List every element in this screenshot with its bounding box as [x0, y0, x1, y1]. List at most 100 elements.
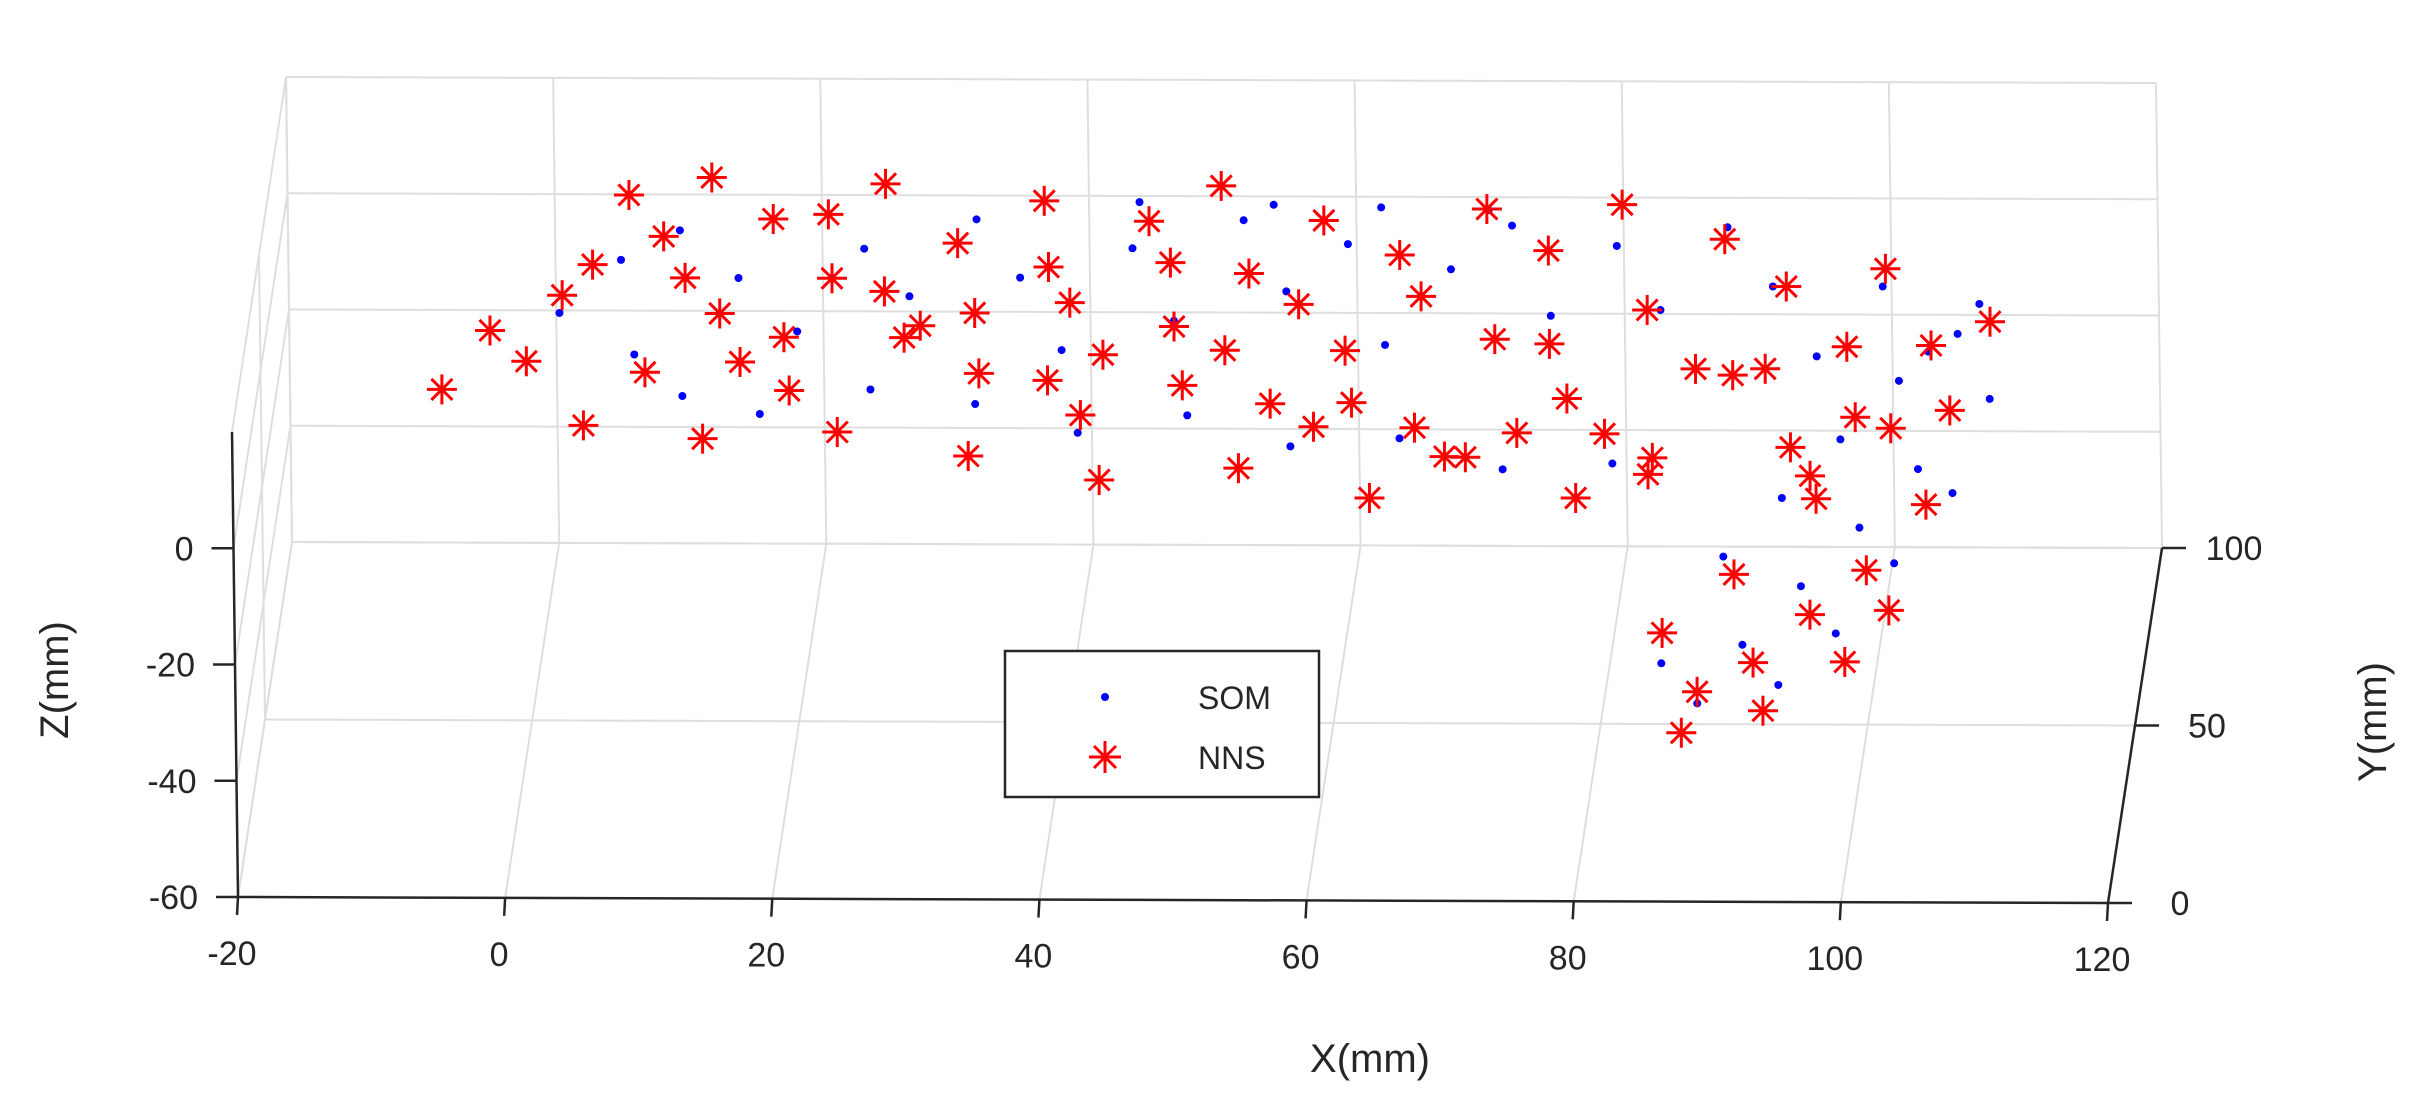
nns-point: [768, 322, 799, 353]
back-wall-grid-line-z: [288, 308, 2160, 317]
nns-point: [1206, 170, 1237, 201]
nns-point: [1647, 617, 1678, 648]
back-wall-grid-line-z: [291, 541, 2163, 549]
nns-point: [1910, 489, 1941, 520]
nns-point: [1747, 695, 1778, 726]
side-wall-grid-line-z: [235, 425, 292, 781]
nns-point: [613, 179, 644, 210]
nns-point: [758, 204, 789, 235]
som-point: [1894, 376, 1903, 385]
nns-point: [905, 310, 936, 341]
som-point: [1913, 465, 1922, 474]
nns-point: [889, 322, 920, 353]
som-point: [1608, 459, 1617, 468]
nns-point: [1534, 328, 1565, 359]
nns-point: [670, 262, 701, 293]
nns-point: [1033, 252, 1064, 283]
y-tick-label: 100: [2206, 530, 2263, 568]
nns-point: [474, 315, 505, 346]
som-point: [1128, 244, 1137, 253]
som-point: [1948, 489, 1957, 498]
nns-point: [577, 249, 608, 280]
som-point: [1878, 282, 1887, 291]
side-wall-grid-line-z: [237, 541, 293, 898]
som-point: [1057, 346, 1066, 355]
som-point: [1377, 203, 1386, 212]
nns-point: [1029, 185, 1060, 216]
nns-point: [817, 263, 847, 294]
nns-point: [1501, 417, 1532, 448]
som-point: [1812, 352, 1821, 361]
som-point: [1836, 435, 1845, 444]
nns-point: [1406, 281, 1437, 312]
z-tick-label: -60: [149, 879, 198, 917]
nns-point: [1233, 258, 1264, 289]
nns-point: [1308, 205, 1339, 236]
som-point: [1774, 680, 1783, 689]
nns-point: [426, 374, 457, 405]
nns-point: [629, 357, 660, 388]
back-wall-grid-line-z: [285, 76, 2157, 84]
nns-point: [1551, 383, 1582, 414]
side-wall-grid-line-z: [231, 76, 287, 433]
nns-point: [1717, 360, 1748, 391]
nns-point: [822, 417, 853, 448]
nns-point: [1680, 353, 1711, 384]
nns-point: [1283, 289, 1314, 320]
nns-point: [648, 221, 679, 252]
nns-point: [547, 280, 578, 311]
nns-point: [1429, 441, 1460, 472]
side-wall-grid-line-z: [232, 193, 289, 549]
z-tick-label: 0: [175, 530, 194, 568]
nns-point: [1054, 287, 1085, 318]
som-point: [1985, 394, 1994, 403]
nns-point: [870, 168, 901, 199]
nns-point: [1155, 247, 1186, 278]
nns-point: [1794, 599, 1825, 630]
som-point: [793, 327, 802, 336]
nns-point: [1873, 595, 1904, 626]
nns-point: [1829, 646, 1860, 677]
som-point: [1890, 559, 1899, 568]
nns-point: [1709, 224, 1740, 255]
nns-point: [1065, 400, 1096, 431]
nns-point: [1471, 194, 1502, 225]
som-point: [1831, 629, 1840, 638]
som-point: [1738, 640, 1747, 649]
nns-point: [687, 423, 718, 454]
nns-point: [1632, 294, 1663, 325]
nns-point: [1775, 432, 1806, 463]
nns-point: [1682, 676, 1713, 707]
som-point: [972, 215, 981, 224]
nns-point: [813, 199, 844, 230]
nns-point: [1718, 559, 1749, 590]
back-wall-grid-line-z: [290, 424, 2161, 433]
som-point: [1719, 552, 1728, 561]
som-point: [1508, 221, 1517, 230]
nns-point: [1223, 453, 1254, 484]
x-tick-mark: [2105, 902, 2110, 922]
legend-nns-marker: [1089, 741, 1121, 773]
som-point: [678, 391, 687, 400]
x-axis-line: [237, 895, 2109, 905]
nns-point: [1533, 235, 1564, 266]
nns-point: [1384, 239, 1415, 270]
nns-point: [1771, 271, 1802, 302]
nns-point: [1750, 353, 1781, 384]
legend-box: [1003, 649, 1321, 799]
nns-point: [1399, 412, 1430, 443]
nns-point: [1167, 370, 1198, 401]
som-point: [1016, 273, 1025, 282]
som-point: [866, 385, 875, 394]
nns-point: [568, 410, 599, 441]
nns-point: [942, 228, 973, 259]
y-tick-label: 50: [2188, 708, 2226, 746]
z-tick-label: -40: [147, 763, 196, 801]
som-point: [1343, 240, 1352, 249]
nns-point: [1330, 335, 1361, 366]
z-tick-label: -20: [146, 647, 195, 685]
nns-point: [704, 298, 735, 329]
nns-point: [1255, 388, 1286, 419]
nns-point: [1450, 442, 1481, 473]
